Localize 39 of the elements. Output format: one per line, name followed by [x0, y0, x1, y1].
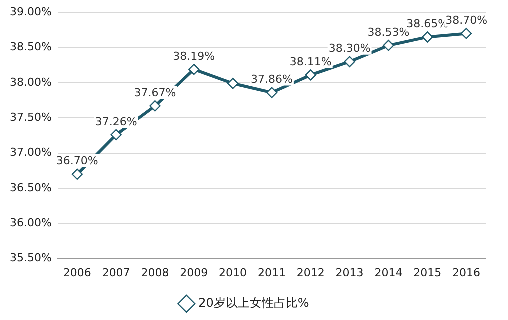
- legend-label: 20岁以上女性占比%: [198, 296, 310, 310]
- point: [150, 100, 161, 112]
- point: [422, 32, 434, 43]
- point: [227, 78, 239, 90]
- point: [72, 168, 83, 180]
- data-label: 38.11%: [290, 56, 332, 69]
- y-tick-label: 39.00%: [10, 5, 52, 18]
- point: [110, 129, 122, 141]
- point: [188, 64, 200, 76]
- y-tick-label: 37.00%: [10, 146, 52, 160]
- x-tick-label: 2010: [219, 266, 248, 280]
- data-label: 38.70%: [446, 14, 488, 28]
- x-tick-label: 2011: [258, 266, 286, 280]
- y-tick-label: 38.50%: [10, 40, 52, 54]
- y-tick-label: 36.50%: [10, 181, 52, 194]
- x-tick-label: 2012: [296, 266, 325, 280]
- y-tick-label: 37.50%: [10, 110, 52, 124]
- data-label: 38.19%: [173, 50, 216, 63]
- y-tick-label: 35.50%: [10, 252, 52, 265]
- data-label: 36.70%: [56, 154, 98, 168]
- x-tick-label: 2015: [414, 266, 442, 280]
- data-label: 37.26%: [95, 115, 138, 128]
- point: [266, 87, 278, 98]
- data-label: 37.86%: [250, 73, 293, 86]
- y-tick-label: 38.00%: [10, 76, 52, 89]
- y-tick-label: 36.00%: [10, 216, 52, 230]
- x-tick-label: 2007: [102, 266, 130, 280]
- x-tick-label: 2008: [141, 266, 170, 280]
- point: [383, 40, 394, 52]
- data-label: 37.67%: [134, 86, 176, 100]
- x-tick-label: 2006: [63, 266, 92, 280]
- point: [460, 28, 472, 40]
- point: [344, 56, 356, 68]
- x-tick-label: 2009: [180, 266, 208, 280]
- x-tick-label: 2014: [374, 266, 403, 280]
- point: [305, 70, 316, 81]
- x-tick-label: 2013: [336, 266, 364, 280]
- data-label: 38.30%: [328, 42, 371, 56]
- x-tick-label: 2016: [452, 266, 481, 280]
